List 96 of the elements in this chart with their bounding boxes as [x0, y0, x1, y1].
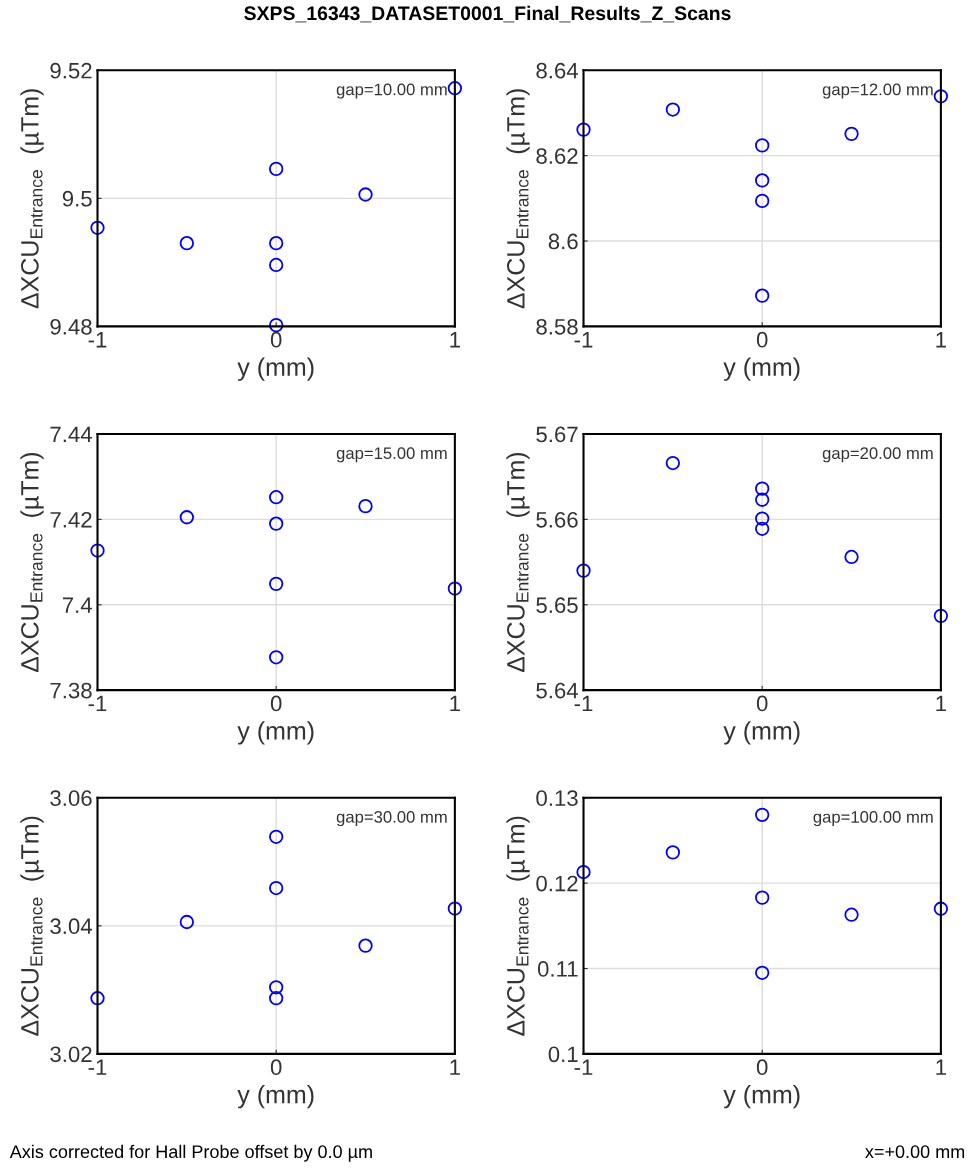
point [269, 317, 284, 333]
point [755, 492, 770, 507]
y-tick-label: 7.42 [50, 511, 92, 528]
point [665, 102, 681, 117]
point [90, 991, 105, 1006]
point [179, 236, 194, 251]
y-tick-label: 8.6 [548, 233, 578, 250]
x-tick-label: 0 [756, 331, 768, 348]
point [269, 991, 284, 1006]
x-tick-label: 0 [270, 695, 282, 712]
x-axis-title: y (mm) [237, 721, 314, 745]
y-tick-label: 0.11 [537, 961, 578, 977]
point [269, 980, 284, 995]
x-tick-label: 0 [270, 1059, 282, 1076]
point [269, 516, 284, 531]
point [269, 161, 284, 177]
point [447, 81, 463, 96]
point [269, 880, 284, 896]
point [755, 138, 770, 153]
y-axis-title: ΔXCU$_{Entrance}$ (µTm) [20, 89, 44, 309]
x-tick-label: 1 [936, 1059, 946, 1075]
point [755, 890, 770, 905]
y-tick-label: 7.44 [50, 426, 92, 443]
point [269, 490, 284, 505]
point [755, 511, 770, 526]
x-tick-label: 0 [270, 331, 282, 348]
x-tick-label: 1 [450, 332, 460, 348]
point [665, 455, 681, 471]
point [755, 193, 770, 209]
point [269, 829, 284, 844]
x-tick-label: 1 [450, 1059, 460, 1075]
point [755, 521, 770, 536]
point [933, 89, 949, 104]
y-tick-label: 8.64 [536, 62, 579, 79]
y-tick-label: 3.04 [50, 918, 92, 935]
point [269, 257, 284, 273]
point [933, 901, 949, 916]
point [844, 549, 859, 565]
point [755, 965, 770, 980]
y-axis-title: ΔXCU$_{Entrance}$ (µTm) [506, 452, 530, 673]
y-tick-label: 0.12 [536, 875, 578, 892]
point [576, 122, 591, 137]
y-tick-label: 5.67 [536, 426, 578, 443]
annotation: gap=20.00 mm [822, 447, 933, 463]
point [358, 498, 373, 514]
point [269, 650, 284, 665]
x-tick-label: 1 [936, 332, 946, 348]
point [179, 510, 194, 525]
point [933, 608, 949, 624]
point [179, 914, 194, 930]
point [358, 938, 373, 953]
y-tick-label: 7.4 [62, 597, 92, 613]
text: x=+0.00 mm [865, 1145, 965, 1159]
annotation: gap=12.00 mm [822, 83, 933, 99]
point [269, 236, 284, 251]
point [755, 807, 770, 822]
x-tick-label: 1 [936, 695, 946, 712]
x-axis-title: y (mm) [723, 721, 800, 745]
x-tick-label: 0 [756, 695, 768, 712]
text: Axis corrected for Hall Probe offset by 0.0 µm [9, 1144, 372, 1162]
point [755, 173, 770, 188]
point [844, 126, 859, 142]
point [447, 901, 463, 916]
y-tick-label: 8.62 [536, 148, 578, 164]
annotation: gap=10.00 mm [336, 83, 447, 99]
x-tick-label: 0 [756, 1059, 768, 1076]
y-tick-label: 3.06 [50, 790, 92, 807]
x-axis-title: y (mm) [237, 357, 314, 381]
point [269, 576, 284, 592]
y-tick-label: 5.66 [536, 511, 578, 528]
y-tick-label: 0.13 [536, 790, 578, 807]
chart-title: SXPS_16343_DATASET0001_Final_Results_Z_Scans [244, 5, 731, 23]
x-axis-title: y (mm) [237, 1085, 314, 1109]
x-axis-title: y (mm) [723, 1085, 800, 1109]
y-axis-title: ΔXCU$_{Entrance}$ (µTm) [506, 816, 530, 1036]
y-tick-label: 5.65 [536, 597, 578, 614]
y-axis-title: ΔXCU$_{Entrance}$ (µTm) [506, 89, 530, 309]
y-axis-title: ΔXCU$_{Entrance}$ (µTm) [20, 452, 44, 673]
point [576, 563, 591, 578]
point [844, 907, 859, 922]
point [358, 187, 373, 202]
annotation: gap=15.00 mm [336, 447, 447, 463]
point [755, 288, 770, 303]
point [447, 581, 463, 596]
point [576, 864, 591, 880]
y-tick-label: 9.5 [62, 190, 92, 207]
point [665, 845, 681, 860]
y-tick-label: 9.52 [50, 62, 92, 79]
point [90, 220, 105, 235]
y-axis-title: ΔXCU$_{Entrance}$ (µTm) [20, 816, 44, 1036]
point [90, 543, 105, 558]
point [755, 481, 770, 496]
annotation: gap=30.00 mm [336, 810, 447, 827]
x-axis-title: y (mm) [723, 357, 800, 381]
annotation: gap=100.00 mm [813, 810, 933, 827]
x-tick-label: 1 [450, 695, 460, 712]
